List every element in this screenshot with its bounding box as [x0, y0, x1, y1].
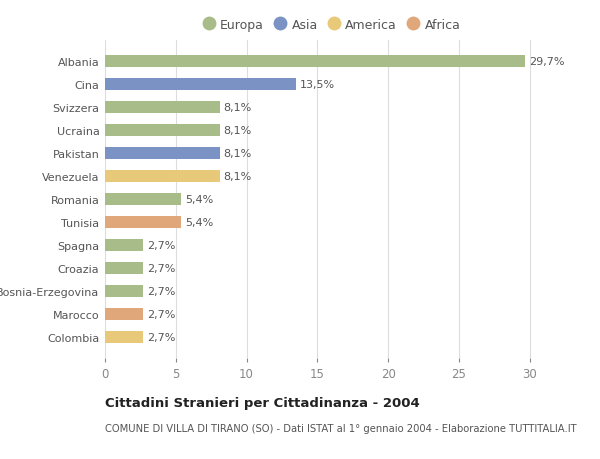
Bar	[105, 170, 220, 183]
Text: 8,1%: 8,1%	[223, 126, 251, 136]
Text: 2,7%: 2,7%	[147, 286, 175, 297]
Text: 8,1%: 8,1%	[223, 149, 251, 159]
Text: 29,7%: 29,7%	[529, 57, 565, 67]
Text: 2,7%: 2,7%	[147, 332, 175, 342]
Bar	[105, 308, 143, 321]
Text: 2,7%: 2,7%	[147, 241, 175, 251]
Bar	[105, 78, 296, 91]
Text: Cittadini Stranieri per Cittadinanza - 2004: Cittadini Stranieri per Cittadinanza - 2…	[105, 396, 420, 409]
Bar	[105, 124, 220, 137]
Text: 13,5%: 13,5%	[299, 80, 335, 90]
Bar	[105, 239, 143, 252]
Text: 8,1%: 8,1%	[223, 103, 251, 113]
Bar	[105, 193, 181, 206]
Bar	[105, 101, 220, 114]
Bar	[105, 262, 143, 275]
Text: 2,7%: 2,7%	[147, 309, 175, 319]
Text: 8,1%: 8,1%	[223, 172, 251, 182]
Bar	[105, 216, 181, 229]
Bar	[105, 56, 526, 68]
Text: 5,4%: 5,4%	[185, 195, 213, 205]
Text: COMUNE DI VILLA DI TIRANO (SO) - Dati ISTAT al 1° gennaio 2004 - Elaborazione TU: COMUNE DI VILLA DI TIRANO (SO) - Dati IS…	[105, 424, 577, 433]
Text: 2,7%: 2,7%	[147, 263, 175, 274]
Bar	[105, 285, 143, 298]
Text: 5,4%: 5,4%	[185, 218, 213, 228]
Bar	[105, 331, 143, 344]
Bar	[105, 147, 220, 160]
Legend: Europa, Asia, America, Africa: Europa, Asia, America, Africa	[203, 19, 460, 32]
